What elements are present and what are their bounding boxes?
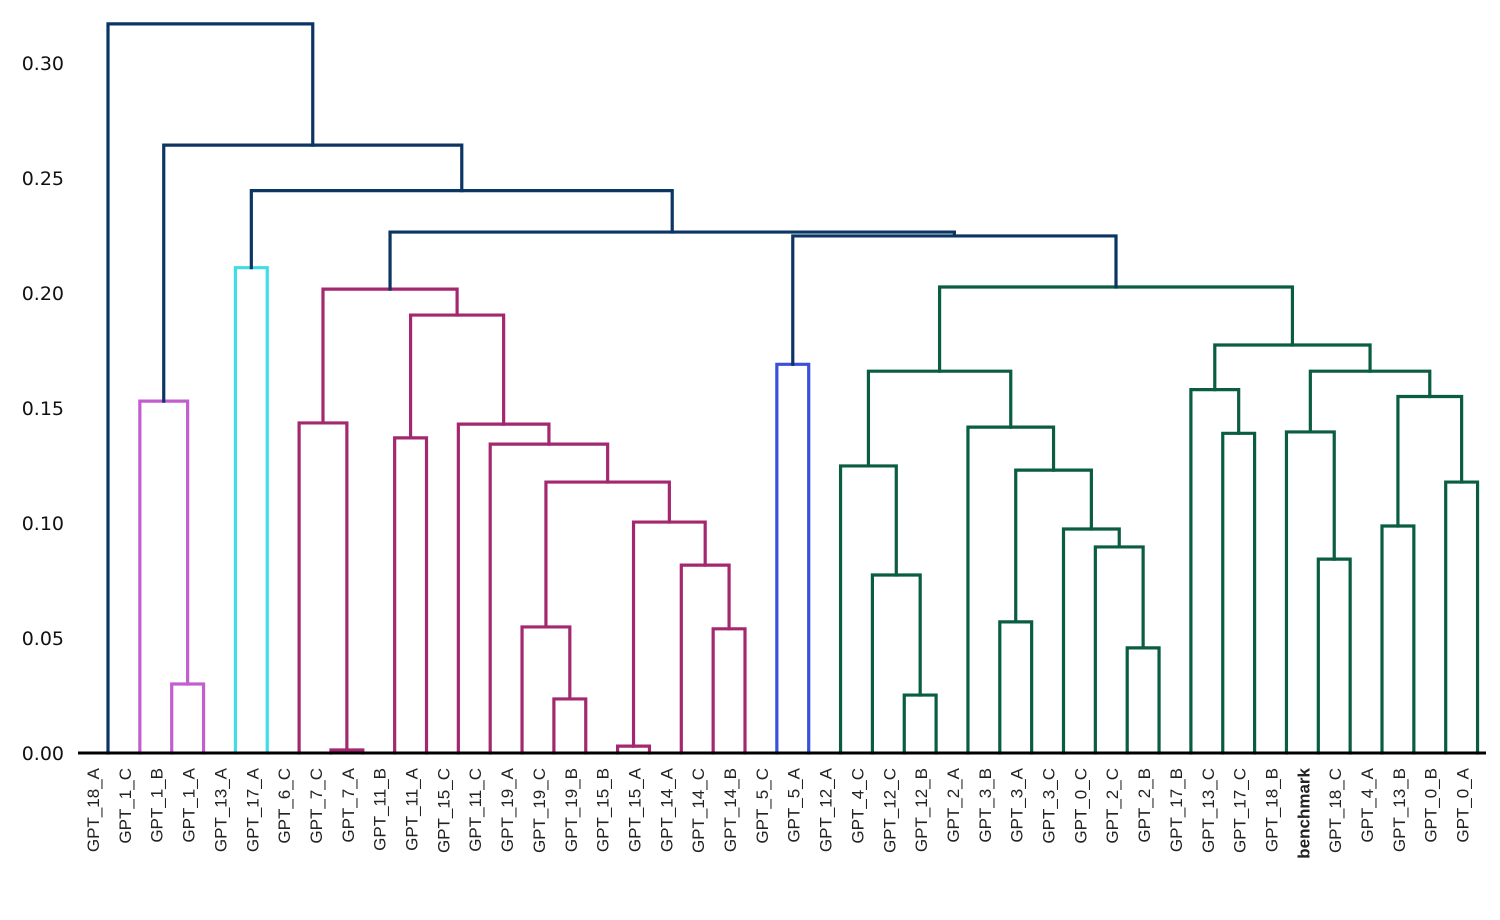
dendrogram-link-m17: [544, 480, 671, 629]
leaf-label: GPT_13_A: [211, 767, 230, 852]
leaf-label: GPT_3_A: [1008, 767, 1027, 842]
leaf-label: GPT_14_C: [689, 768, 708, 853]
y-tick-label: 0.30: [22, 53, 64, 75]
dendrogram-link-m33: [775, 362, 811, 755]
leaf-label: GPT_2_B: [1135, 768, 1154, 843]
leaf-label: GPT_18_A: [84, 767, 103, 852]
dendrogram-link-m13: [1093, 545, 1145, 755]
leaf-label: GPT_5_C: [753, 768, 772, 844]
dendrogram-link-m3: [552, 697, 588, 755]
dendrogram-link-m6: [1125, 646, 1161, 755]
dendrogram-link-m34: [1213, 343, 1372, 392]
leaf-label: GPT_13_B: [1390, 768, 1409, 852]
leaf-label: GPT_19_C: [530, 768, 549, 853]
dendrogram-link-m28: [138, 399, 190, 755]
dendrogram-link-m35: [408, 313, 506, 440]
dendrogram-link-m11: [679, 563, 731, 755]
dendrogram-link-m15: [1380, 524, 1416, 755]
y-axis: 0.00 0.05 0.10 0.15 0.20 0.25 0.30: [22, 53, 64, 765]
leaf-label: GPT_18_C: [1326, 768, 1345, 853]
x-axis-leaf-labels: GPT_18_A GPT_1_C GPT_1_B GPT_1_A GPT_13_A GPT…: [84, 767, 1473, 858]
leaf-label-benchmark: benchmark: [1294, 767, 1313, 858]
leaf-label: GPT_17_A: [243, 767, 262, 852]
dendrogram-link-m9: [998, 620, 1034, 755]
y-tick-label: 0.05: [22, 628, 64, 650]
leaf-label: GPT_12_A: [817, 767, 836, 852]
dendrogram-link-m10: [870, 573, 922, 755]
dendrogram-link-m25: [966, 425, 1056, 755]
dendrogram-link-m7: [711, 627, 747, 755]
leaf-label: GPT_3_B: [976, 768, 995, 843]
dendrogram-link-m41: [249, 189, 674, 270]
leaf-label: GPT_11_C: [466, 768, 485, 852]
leaf-label: GPT_1_B: [148, 768, 167, 843]
leaf-label: GPT_14_B: [721, 768, 740, 852]
dendrogram-link-m14: [1061, 527, 1121, 755]
y-tick-label: 0.00: [22, 743, 64, 765]
leaf-label: GPT_15_B: [594, 768, 613, 852]
leaf-label: GPT_12_B: [912, 768, 931, 852]
leaf-label: GPT_11_A: [403, 767, 422, 851]
leaf-label: GPT_7_C: [307, 768, 326, 844]
leaf-label: GPT_3_C: [1040, 768, 1059, 844]
leaf-label: GPT_17_C: [1231, 768, 1250, 853]
dendrogram-link-m19: [1014, 468, 1093, 624]
leaf-label: GPT_0_A: [1454, 767, 1473, 842]
dendrogram-link-m31: [866, 369, 1013, 468]
leaf-label: GPT_5_A: [785, 767, 804, 842]
dendrogram-link-m26: [456, 422, 551, 755]
dendrogram-link-m29: [1396, 394, 1464, 528]
leaf-label: GPT_1_A: [180, 767, 199, 842]
leaf-label: GPT_13_C: [1199, 768, 1218, 853]
y-tick-label: 0.20: [22, 283, 64, 305]
leaf-label: GPT_11_B: [371, 768, 390, 851]
leaf-label: GPT_4_C: [848, 768, 867, 844]
leaf-label: GPT_12_C: [880, 768, 899, 853]
dendrogram-link-m21: [488, 442, 610, 755]
dendrogram-link-m42: [162, 143, 464, 403]
leaf-label: GPT_17_B: [1167, 768, 1186, 852]
dendrogram-link-m36: [321, 287, 459, 425]
dendrogram-link-m27: [297, 421, 349, 755]
dendrogram-link-m4: [902, 693, 938, 755]
dendrogram-link-m30: [1189, 388, 1241, 755]
dendrogram-link-m32: [1308, 369, 1432, 434]
dendrogram-link-m43: [106, 22, 315, 755]
y-tick-label: 0.10: [22, 513, 64, 535]
dendrogram-link-m22: [393, 436, 429, 755]
dendrogram-link-m38: [233, 266, 269, 755]
dendrogram-link-m12: [1316, 557, 1352, 755]
leaf-label: GPT_2_C: [1103, 768, 1122, 844]
dendrogram-link-m20: [838, 464, 898, 755]
leaf-label: GPT_18_B: [1262, 768, 1281, 852]
dendrogram-link-m5: [170, 682, 206, 755]
dendrogram-link-m23: [1221, 431, 1257, 755]
leaf-label: GPT_0_B: [1422, 768, 1441, 843]
leaf-label: GPT_19_B: [562, 768, 581, 852]
leaf-label: GPT_0_C: [1071, 768, 1090, 844]
leaf-label: GPT_6_C: [275, 768, 294, 844]
dendrogram-link-m18: [1444, 480, 1480, 755]
leaf-label: GPT_1_C: [116, 768, 135, 844]
dendrogram-link-m24: [1284, 430, 1336, 755]
dendrogram-link-m37: [937, 285, 1295, 373]
leaf-label: GPT_15_C: [434, 768, 453, 853]
dendrogram-links: [106, 22, 1480, 755]
leaf-label: GPT_15_A: [625, 767, 644, 852]
y-tick-label: 0.15: [22, 398, 64, 420]
leaf-label: GPT_2_A: [944, 767, 963, 842]
dendrogram-link-m8: [520, 625, 572, 755]
dendrogram-link-m16: [631, 520, 707, 748]
y-tick-label: 0.25: [22, 168, 64, 190]
leaf-label: GPT_4_A: [1358, 767, 1377, 842]
dendrogram-link-m40: [388, 230, 956, 291]
leaf-label: GPT_7_A: [339, 767, 358, 842]
leaf-label: GPT_19_A: [498, 767, 517, 852]
leaf-label: GPT_14_A: [657, 767, 676, 852]
dendrogram-link-m39: [791, 234, 1118, 366]
